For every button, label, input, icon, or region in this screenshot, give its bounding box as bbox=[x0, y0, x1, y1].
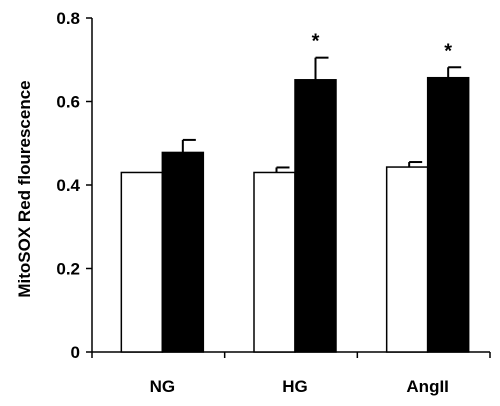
y-tick-label: 0.2 bbox=[56, 260, 80, 279]
y-axis-title: MitoSOX Red flourescence bbox=[15, 80, 34, 297]
significance-marker: * bbox=[444, 40, 452, 62]
bar bbox=[161, 151, 205, 353]
significance-marker: * bbox=[312, 31, 320, 53]
bar bbox=[120, 171, 164, 353]
labels: 0 0.2 0.4 0.6 0.8 NG * HG * AngII bbox=[56, 9, 452, 396]
bar bbox=[253, 171, 296, 353]
y-tick-label: 0.4 bbox=[56, 176, 80, 195]
bar bbox=[294, 79, 337, 353]
bars bbox=[120, 56, 470, 353]
x-category-label: NG bbox=[150, 377, 176, 396]
y-tick-label: 0.8 bbox=[56, 9, 80, 28]
x-category-label: HG bbox=[282, 377, 308, 396]
bar bbox=[426, 76, 470, 353]
y-tick-label: 0.6 bbox=[56, 93, 80, 112]
x-category-label: AngII bbox=[406, 377, 449, 396]
y-tick-label: 0 bbox=[71, 343, 80, 362]
bar bbox=[385, 166, 429, 353]
